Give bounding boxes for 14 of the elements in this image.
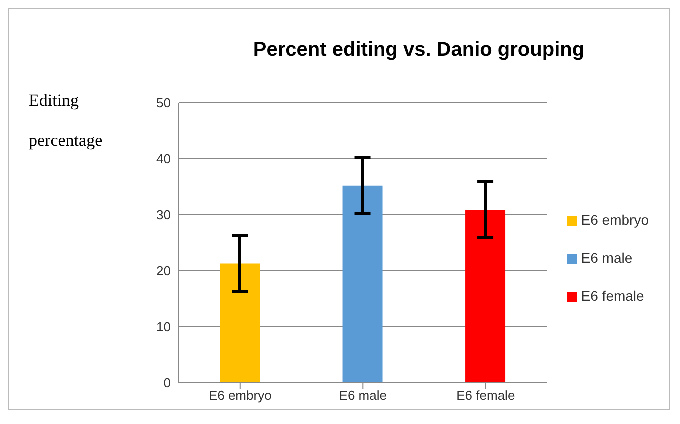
y-tick-label: 10 bbox=[156, 320, 171, 335]
y-tick-label: 0 bbox=[164, 376, 171, 391]
y-tick-label: 50 bbox=[156, 96, 171, 111]
y-tick-label: 30 bbox=[156, 208, 171, 223]
x-tick-label: E6 female bbox=[456, 388, 516, 404]
legend-label: E6 embryo bbox=[581, 212, 649, 228]
chart-title: Percent editing vs. Danio grouping bbox=[252, 39, 586, 62]
legend-label: E6 female bbox=[581, 288, 644, 304]
x-tick-label: E6 male bbox=[339, 388, 387, 404]
y-tick-label: 40 bbox=[156, 152, 171, 167]
y-tick-label: 20 bbox=[156, 264, 171, 279]
legend-label: E6 male bbox=[581, 250, 633, 266]
x-tick-label: E6 embryo bbox=[208, 388, 272, 404]
text: Editing percentage bbox=[29, 91, 103, 150]
